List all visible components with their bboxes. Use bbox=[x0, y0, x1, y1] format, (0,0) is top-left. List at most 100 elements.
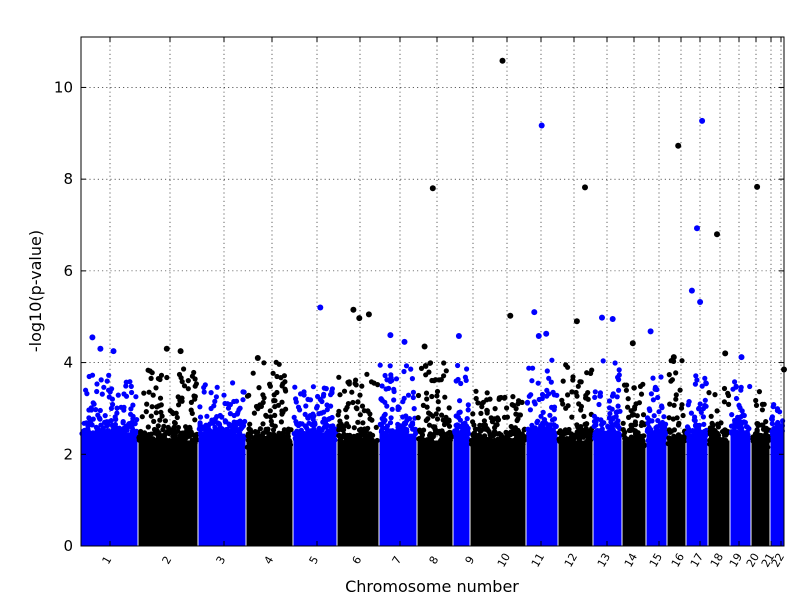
data-point bbox=[336, 432, 342, 439]
data-point bbox=[153, 429, 159, 435]
data-point bbox=[648, 427, 654, 433]
data-point bbox=[373, 424, 379, 430]
data-point bbox=[329, 390, 335, 396]
data-point bbox=[658, 374, 664, 380]
top-hit-point bbox=[699, 117, 706, 124]
data-point bbox=[738, 437, 744, 443]
data-point bbox=[272, 412, 278, 418]
data-point bbox=[345, 379, 351, 385]
chromosome-7-points bbox=[377, 362, 419, 546]
data-point bbox=[91, 401, 97, 407]
data-point bbox=[671, 402, 677, 408]
data-point bbox=[543, 434, 550, 440]
data-point bbox=[775, 420, 781, 426]
data-point bbox=[299, 421, 305, 427]
data-point bbox=[381, 433, 387, 439]
data-point bbox=[730, 429, 736, 436]
data-point bbox=[434, 416, 441, 422]
data-point bbox=[483, 426, 489, 432]
data-point bbox=[631, 406, 638, 412]
data-point bbox=[233, 428, 239, 434]
data-point bbox=[703, 432, 710, 438]
data-point bbox=[114, 410, 120, 416]
data-point bbox=[698, 409, 704, 415]
data-point bbox=[623, 387, 630, 393]
data-point bbox=[441, 421, 448, 428]
data-point bbox=[436, 428, 443, 434]
data-point bbox=[442, 394, 448, 400]
data-point bbox=[632, 419, 639, 425]
data-point bbox=[345, 401, 351, 407]
data-point bbox=[423, 390, 430, 396]
dense-band bbox=[337, 440, 379, 546]
data-point bbox=[569, 444, 576, 450]
top-hit-point bbox=[110, 348, 117, 355]
data-point bbox=[432, 430, 438, 436]
data-point bbox=[510, 402, 517, 408]
x-tick-label: 12 bbox=[562, 551, 580, 570]
data-point bbox=[739, 425, 745, 431]
data-point bbox=[231, 398, 237, 405]
data-point bbox=[708, 430, 714, 436]
dense-band bbox=[379, 433, 417, 546]
data-point bbox=[181, 366, 187, 372]
data-point bbox=[501, 436, 507, 442]
x-tick-label: 19 bbox=[727, 551, 745, 570]
data-point bbox=[530, 431, 537, 437]
data-point bbox=[123, 383, 129, 389]
dense-band bbox=[138, 440, 198, 546]
data-point bbox=[136, 435, 142, 441]
top-hit-point bbox=[455, 333, 462, 339]
data-point bbox=[345, 424, 352, 430]
data-point bbox=[480, 399, 486, 405]
data-point bbox=[387, 420, 394, 426]
data-point bbox=[81, 420, 87, 426]
data-point bbox=[97, 407, 103, 414]
data-point bbox=[239, 420, 245, 426]
data-point bbox=[779, 423, 785, 429]
data-point bbox=[370, 432, 376, 438]
data-point bbox=[108, 405, 114, 411]
data-point bbox=[82, 436, 88, 442]
dense-band bbox=[81, 433, 138, 546]
data-point bbox=[478, 443, 484, 449]
data-point bbox=[577, 433, 583, 439]
data-point bbox=[388, 415, 394, 421]
data-point bbox=[102, 419, 108, 425]
data-point bbox=[170, 444, 176, 450]
data-point bbox=[559, 438, 565, 444]
data-point bbox=[433, 411, 439, 417]
data-point bbox=[201, 424, 207, 430]
top-hit-point bbox=[317, 304, 324, 311]
y-tick-label: 2 bbox=[63, 445, 73, 463]
data-point bbox=[426, 369, 432, 375]
data-point bbox=[408, 366, 414, 372]
top-hit-point bbox=[387, 332, 394, 339]
data-point bbox=[296, 432, 303, 438]
data-point bbox=[527, 407, 534, 413]
top-hit-point bbox=[350, 306, 357, 313]
data-point bbox=[274, 439, 280, 445]
data-point bbox=[353, 405, 359, 411]
dense-points bbox=[79, 357, 786, 546]
data-point bbox=[617, 432, 623, 438]
top-hit-point bbox=[629, 340, 636, 347]
data-point bbox=[645, 437, 651, 444]
data-point bbox=[692, 381, 699, 387]
data-point bbox=[690, 437, 696, 443]
data-point bbox=[325, 416, 331, 422]
data-point bbox=[297, 407, 303, 413]
data-point bbox=[621, 432, 627, 438]
data-point bbox=[637, 383, 644, 389]
data-point bbox=[109, 396, 115, 402]
top-hit-point bbox=[356, 315, 363, 322]
data-point bbox=[153, 410, 159, 416]
data-point bbox=[626, 441, 632, 448]
data-point bbox=[742, 419, 749, 426]
data-point bbox=[482, 433, 488, 439]
data-point bbox=[306, 420, 312, 426]
data-point bbox=[751, 443, 757, 449]
data-point bbox=[151, 418, 157, 424]
data-point bbox=[387, 434, 394, 440]
data-point bbox=[688, 410, 695, 416]
